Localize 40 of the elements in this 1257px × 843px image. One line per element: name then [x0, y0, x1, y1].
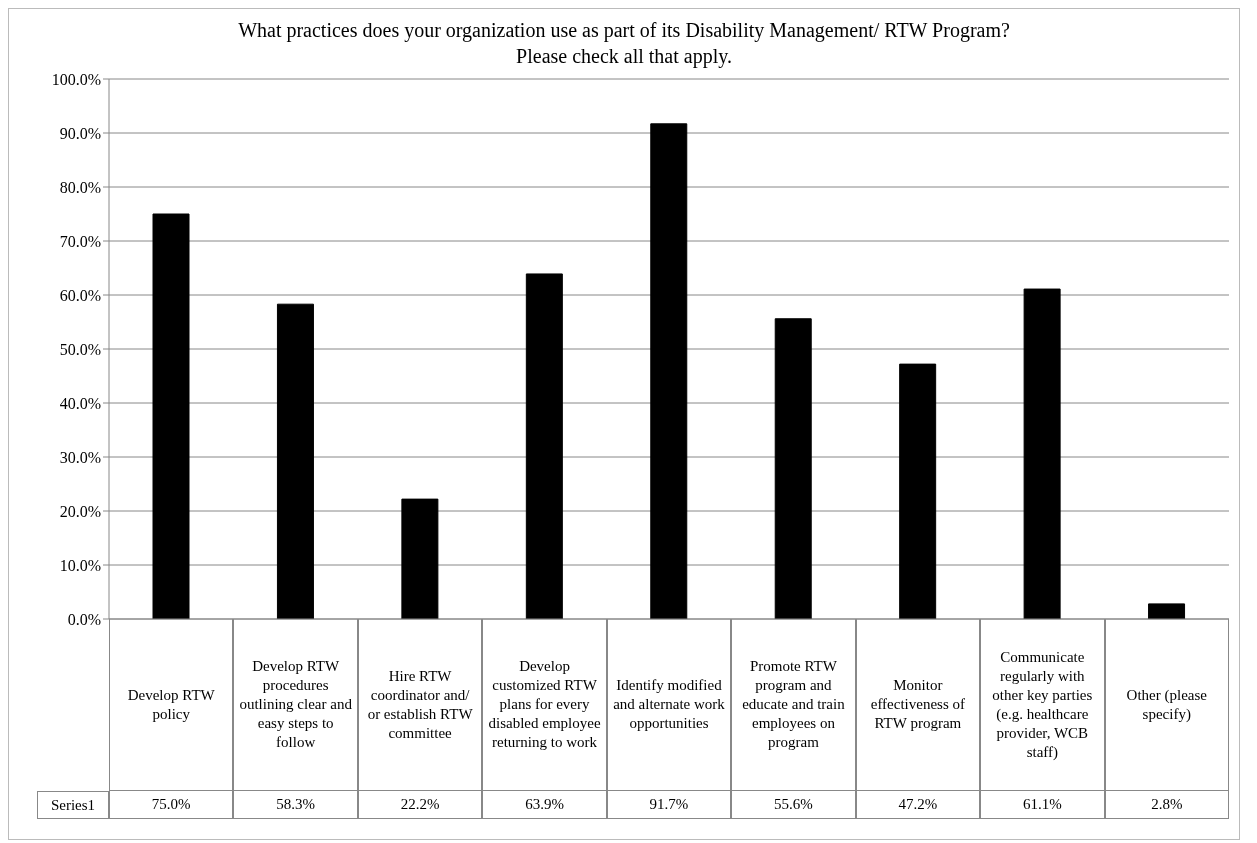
bar: [525, 273, 563, 619]
y-tick-label: 40.0%: [59, 394, 101, 412]
y-tick-label: 60.0%: [59, 286, 101, 304]
x-tick-label: Monitor effectiveness of RTW program: [855, 619, 981, 791]
data-label: 47.2%: [855, 791, 981, 819]
data-label: 63.9%: [482, 791, 607, 819]
y-tick-label: 80.0%: [59, 178, 101, 196]
bar: [152, 213, 190, 619]
x-tick-label: Hire RTW coordinator and/ or establish RTW committee: [357, 619, 483, 791]
x-tick-label: Communicate regularly with other key parties (e.g. healthcare provider, WCB staff): [980, 619, 1105, 791]
x-tick-label: Identify modified and alternate work opportunities: [606, 619, 732, 791]
bar: [401, 498, 439, 619]
data-label: 91.7%: [606, 791, 732, 819]
y-tick-label: 10.0%: [59, 556, 101, 574]
x-tick-label: Other (please specify): [1104, 619, 1229, 791]
x-tick-label: Promote RTW program and educate and train employees on program: [731, 619, 856, 791]
bar: [774, 318, 812, 619]
y-tick-label: 100.0%: [51, 70, 101, 88]
y-tick-label: 30.0%: [59, 448, 101, 466]
text: Series1: [37, 791, 109, 819]
chart-title: What practices does your organization use as part of its Disability Management/ RTW Program? Please check all that apply.: [237, 18, 1011, 69]
y-tick-label: 0.0%: [67, 610, 101, 628]
x-tick-label: Develop customized RTW plans for every disabled employee returning to work: [482, 619, 607, 791]
y-tick-label: 90.0%: [59, 124, 101, 142]
data-label: 55.6%: [731, 791, 856, 819]
data-label: 58.3%: [233, 791, 358, 819]
y-tick-label: 50.0%: [59, 340, 101, 358]
x-tick-label: Develop RTW procedures outlining clear and easy steps to follow: [233, 619, 358, 791]
bar: [899, 363, 937, 619]
y-tick-label: 20.0%: [59, 502, 101, 520]
bar: [650, 123, 688, 619]
data-label: 2.8%: [1104, 791, 1229, 819]
y-tick-label: 70.0%: [59, 232, 101, 250]
data-label: 22.2%: [357, 791, 483, 819]
bar: [276, 303, 314, 619]
data-label: 75.0%: [109, 791, 234, 819]
data-label: 61.1%: [980, 791, 1105, 819]
bar: [1148, 603, 1186, 619]
x-tick-label: Develop RTW policy: [109, 619, 234, 791]
bar: [1023, 288, 1061, 619]
